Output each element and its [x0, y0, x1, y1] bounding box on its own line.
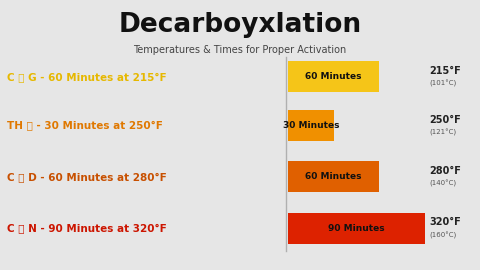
Text: 60 Minutes: 60 Minutes: [305, 72, 362, 82]
FancyBboxPatch shape: [288, 62, 379, 92]
Text: C 🐝 N - 90 Minutes at 320°F: C 🐝 N - 90 Minutes at 320°F: [7, 223, 167, 233]
Text: 250°F: 250°F: [430, 114, 461, 125]
Text: (140°C): (140°C): [430, 180, 457, 187]
FancyBboxPatch shape: [288, 161, 379, 192]
Text: 320°F: 320°F: [430, 217, 461, 227]
Text: (160°C): (160°C): [430, 231, 457, 238]
Text: Temperatures & Times for Proper Activation: Temperatures & Times for Proper Activati…: [133, 45, 347, 55]
Text: 215°F: 215°F: [430, 66, 461, 76]
Text: C 🐝 D - 60 Minutes at 280°F: C 🐝 D - 60 Minutes at 280°F: [7, 172, 167, 182]
FancyBboxPatch shape: [288, 213, 425, 244]
Text: 60 Minutes: 60 Minutes: [305, 172, 362, 181]
Text: 30 Minutes: 30 Minutes: [283, 121, 339, 130]
FancyBboxPatch shape: [288, 110, 334, 141]
Text: Decarboyxlation: Decarboyxlation: [119, 12, 361, 38]
Text: TH 🌊 - 30 Minutes at 250°F: TH 🌊 - 30 Minutes at 250°F: [7, 120, 163, 131]
Text: (121°C): (121°C): [430, 129, 457, 136]
Text: 90 Minutes: 90 Minutes: [328, 224, 384, 233]
Text: 280°F: 280°F: [430, 166, 461, 176]
Text: C 🐝 G - 60 Minutes at 215°F: C 🐝 G - 60 Minutes at 215°F: [7, 72, 167, 82]
Text: (101°C): (101°C): [430, 80, 457, 87]
